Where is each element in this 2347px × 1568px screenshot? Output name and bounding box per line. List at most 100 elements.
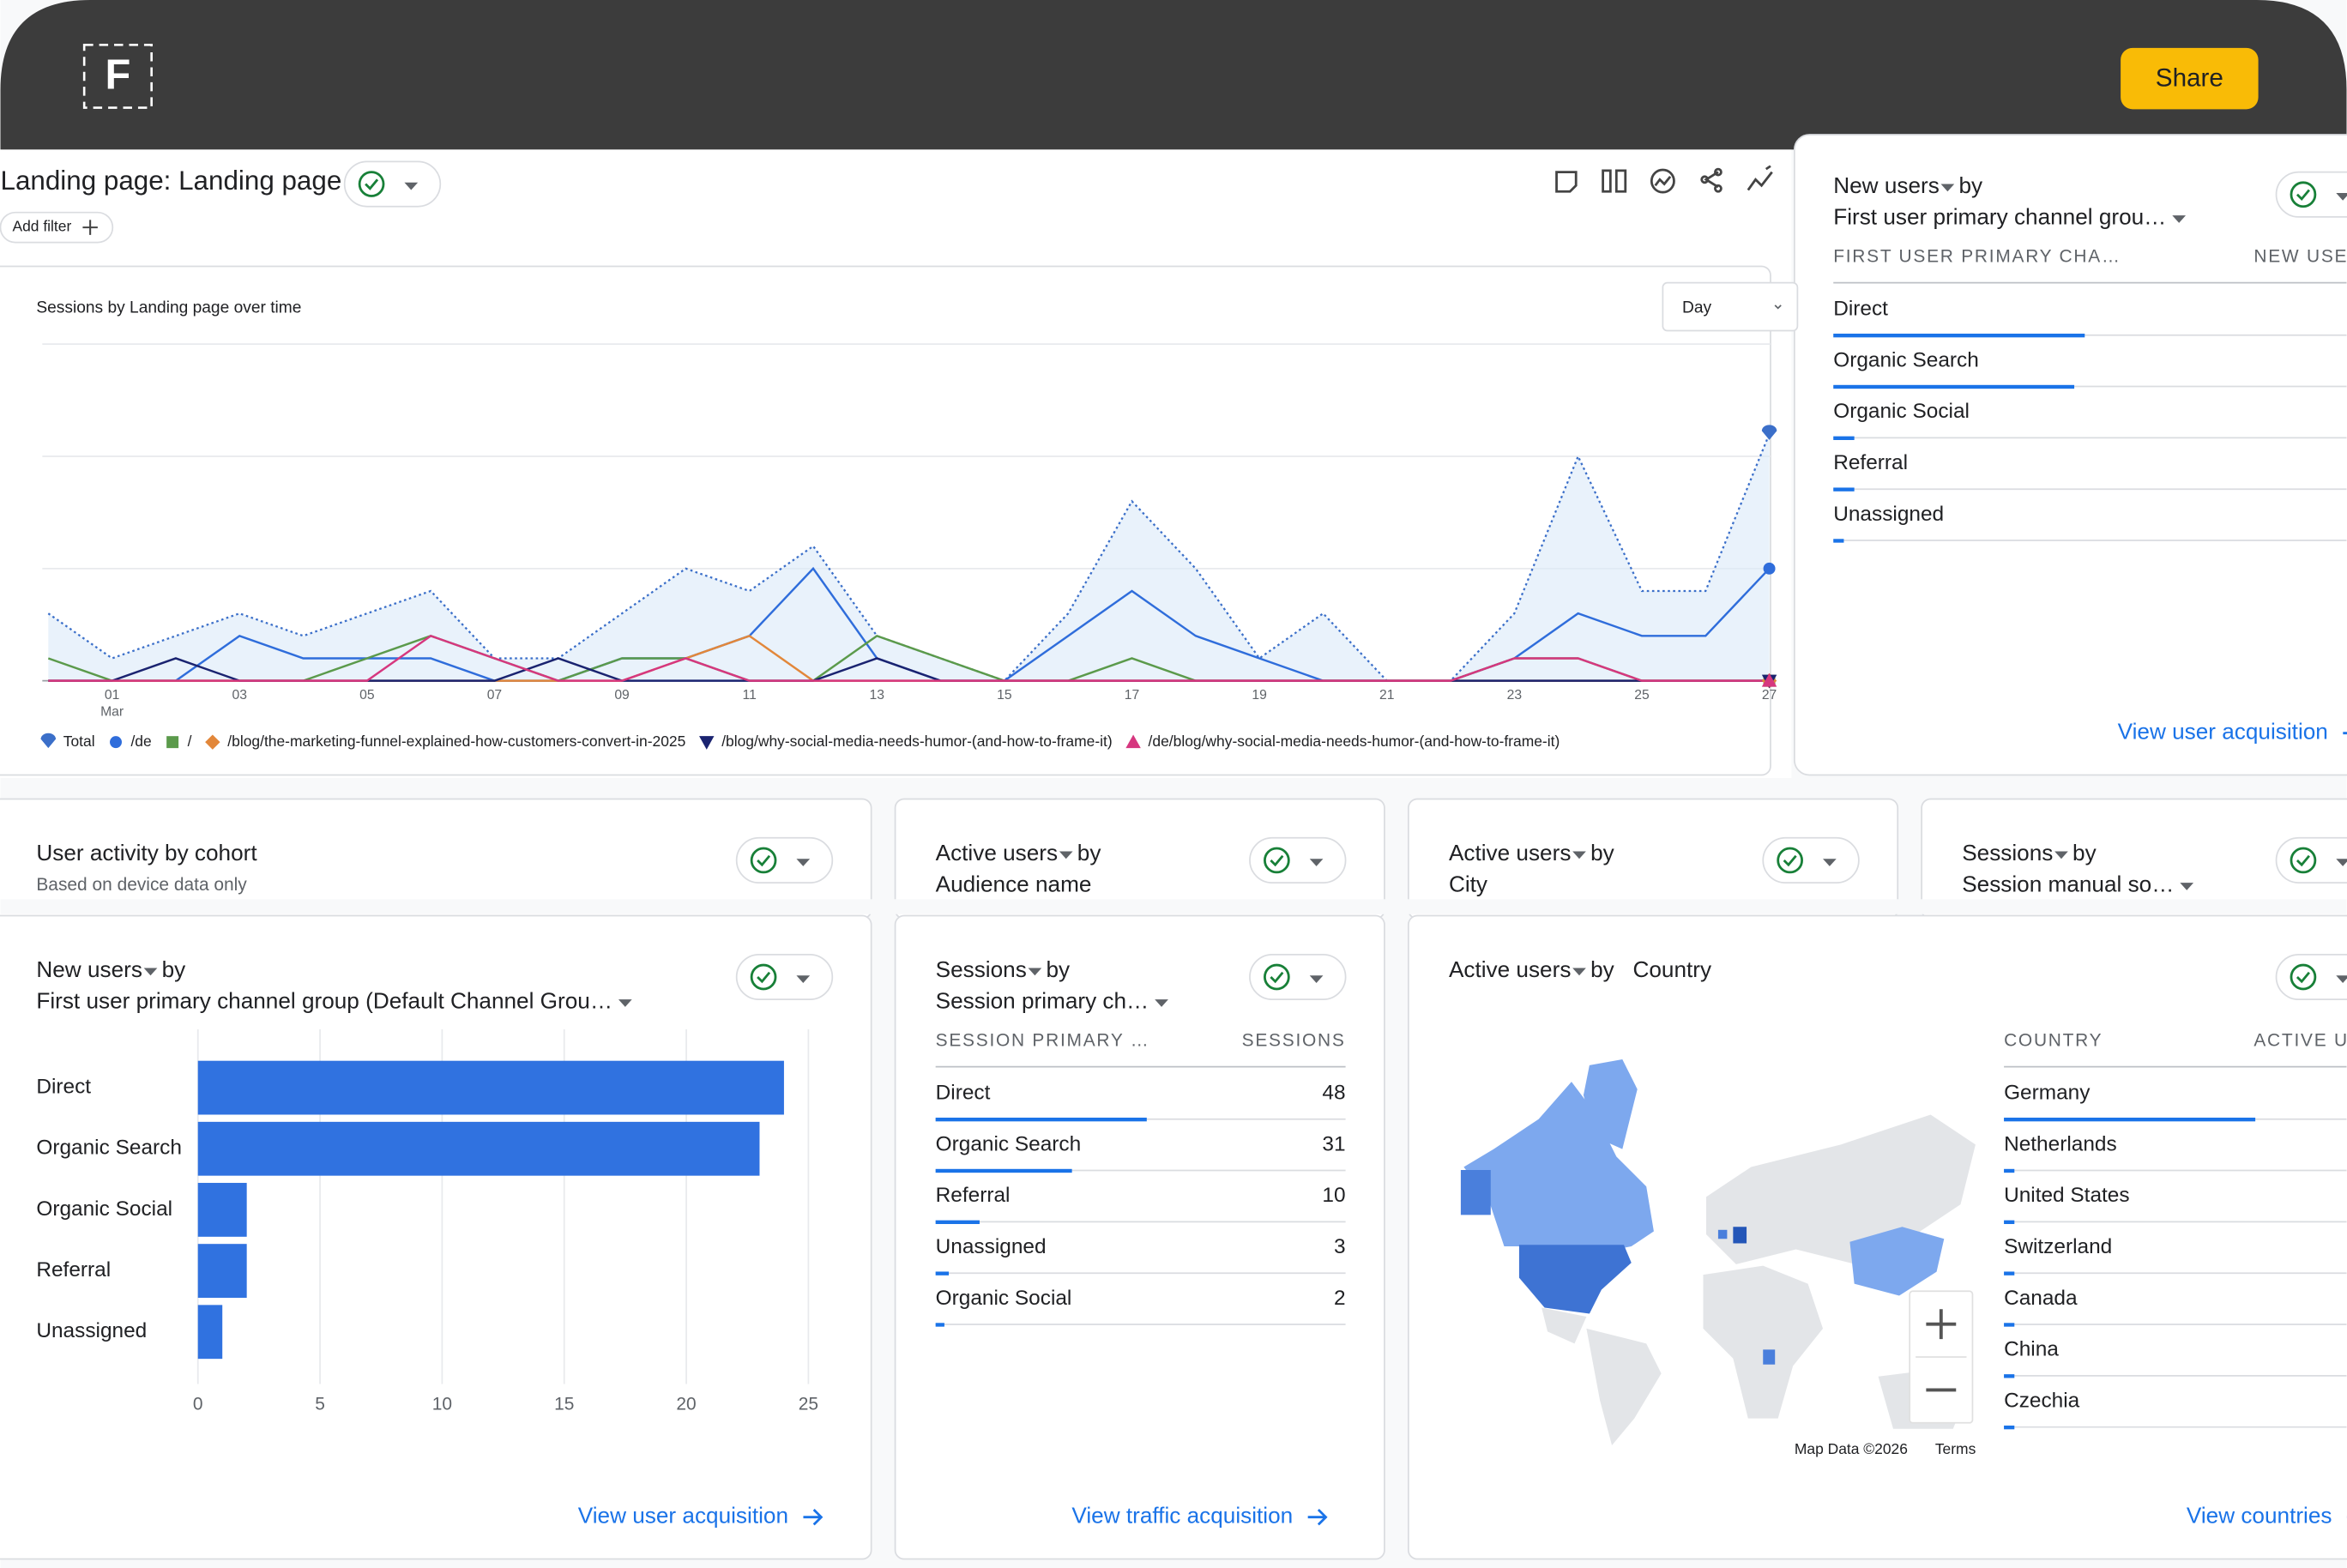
status-icon xyxy=(1264,963,1290,991)
column-header: SESSIONS xyxy=(1242,1031,1346,1051)
card-metric: New users xyxy=(1833,172,1940,198)
x-sublabel: Mar xyxy=(100,704,124,719)
dropdown-caret[interactable] xyxy=(618,999,632,1007)
legend-marker xyxy=(205,734,220,750)
link-arrow xyxy=(803,1508,824,1526)
legend-label: /de xyxy=(130,733,151,750)
card-subtitle: Based on device data only xyxy=(36,875,247,895)
link[interactable]: View countries xyxy=(2187,1503,2332,1529)
dropdown-caret[interactable] xyxy=(1572,851,1586,859)
share-button[interactable] xyxy=(2121,47,2259,110)
row-bar xyxy=(2004,1220,2015,1224)
link[interactable]: View user acquisition xyxy=(2118,719,2328,745)
dropdown-caret[interactable] xyxy=(1940,184,1955,192)
status-check xyxy=(1783,854,1797,867)
card-dimension: City xyxy=(1449,871,1488,897)
card-dimension: First user primary channel group (Defaul… xyxy=(36,988,612,1014)
dropdown-caret[interactable] xyxy=(1823,859,1837,866)
series-area xyxy=(48,433,1770,681)
status-icon xyxy=(750,847,777,874)
dropdown-caret[interactable] xyxy=(2336,975,2347,983)
card-by: by xyxy=(1590,840,1615,865)
y-tick-label: Direct xyxy=(36,1076,91,1099)
dropdown-caret[interactable] xyxy=(796,859,811,866)
dropdown-caret[interactable] xyxy=(2054,851,2068,859)
icon-note[interactable] xyxy=(1555,171,1578,193)
status-check xyxy=(757,971,771,984)
period-label: Day xyxy=(1682,299,1712,317)
status-check xyxy=(1270,854,1284,867)
period-select[interactable] xyxy=(1662,281,1799,332)
status-check xyxy=(2296,189,2310,202)
row-label: Unassigned xyxy=(936,1235,1047,1258)
end-marker xyxy=(1763,562,1776,575)
legend-label: /de/blog/why-social-media-needs-humor-(a… xyxy=(1149,733,1560,750)
row-value: 2 xyxy=(1334,1287,1346,1310)
bar xyxy=(197,1183,247,1237)
dropdown-caret[interactable] xyxy=(796,975,811,983)
dropdown-caret[interactable] xyxy=(2336,859,2347,866)
landing-title: Landing page: Landing page xyxy=(0,166,341,196)
dropdown-caret[interactable] xyxy=(1309,859,1324,866)
series-line xyxy=(48,634,1770,682)
row-label: Switzerland xyxy=(2004,1235,2112,1258)
row-label: United States xyxy=(2004,1184,2130,1207)
status-check xyxy=(2296,971,2310,984)
logo-frame xyxy=(82,44,153,109)
dropdown-caret[interactable] xyxy=(1059,851,1073,859)
bar xyxy=(197,1305,223,1360)
card-metric: User activity by cohort xyxy=(36,840,257,865)
x-tick-label: 21 xyxy=(1379,688,1394,703)
legend-marker xyxy=(699,736,715,750)
card-dimension: Country xyxy=(1632,956,1712,982)
legend-marker xyxy=(1125,734,1141,749)
add-filter-button[interactable] xyxy=(0,211,114,244)
card-metric: Active users xyxy=(936,840,1058,865)
status-check xyxy=(2296,854,2310,867)
dropdown-caret[interactable] xyxy=(2180,883,2194,890)
icon-compare[interactable] xyxy=(1602,169,1627,193)
x-tick-label: 15 xyxy=(554,1394,574,1414)
row-label: Referral xyxy=(936,1184,1011,1207)
dropdown-caret[interactable] xyxy=(143,968,158,976)
map-alaska xyxy=(1460,1170,1491,1215)
status-icon xyxy=(2290,181,2317,208)
column-header: SESSION PRIMARY … xyxy=(936,1031,1150,1051)
row-bar xyxy=(2004,1425,2015,1430)
x-tick-label: 19 xyxy=(1252,688,1266,703)
end-marker xyxy=(1761,425,1777,440)
row-label: Referral xyxy=(1833,451,1908,474)
card-by: by xyxy=(2072,840,2097,865)
icon-share[interactable] xyxy=(1704,171,1719,189)
dropdown-caret[interactable] xyxy=(2336,193,2347,201)
x-tick-label: 25 xyxy=(1634,688,1650,703)
row-bar xyxy=(2004,1117,2256,1122)
card-by: by xyxy=(162,956,187,982)
legend-label: /blog/the-marketing-funnel-explained-how… xyxy=(227,733,685,750)
dropdown-caret[interactable] xyxy=(404,182,419,190)
status-pill[interactable] xyxy=(2275,171,2347,218)
share-label[interactable]: Share xyxy=(2156,63,2223,92)
status-pill[interactable] xyxy=(2275,836,2347,884)
bar xyxy=(197,1060,784,1115)
row-label: Organic Social xyxy=(1833,400,1970,423)
icon-insights[interactable] xyxy=(1650,168,1675,194)
dropdown-caret[interactable] xyxy=(1028,968,1042,976)
dropdown-caret[interactable] xyxy=(1155,999,1168,1007)
link[interactable]: View user acquisition xyxy=(578,1503,788,1529)
add-filter-label[interactable]: Add filter xyxy=(12,218,71,235)
link[interactable]: View traffic acquisition xyxy=(1071,1503,1293,1529)
status-pill[interactable] xyxy=(2275,953,2347,1001)
dropdown-caret[interactable] xyxy=(1572,968,1586,976)
icon-trend[interactable] xyxy=(1747,165,1773,191)
top-bar xyxy=(0,0,2347,150)
toolbar-icons xyxy=(1555,165,1773,194)
row-label: Czechia xyxy=(2004,1389,2080,1412)
dropdown-caret[interactable] xyxy=(2172,215,2187,223)
row-bar xyxy=(1833,384,2075,389)
x-tick-label: 15 xyxy=(997,688,1012,703)
zoom-in[interactable] xyxy=(1926,1309,1957,1340)
dropdown-caret[interactable] xyxy=(1309,975,1324,983)
link-arrow xyxy=(1307,1508,1328,1526)
